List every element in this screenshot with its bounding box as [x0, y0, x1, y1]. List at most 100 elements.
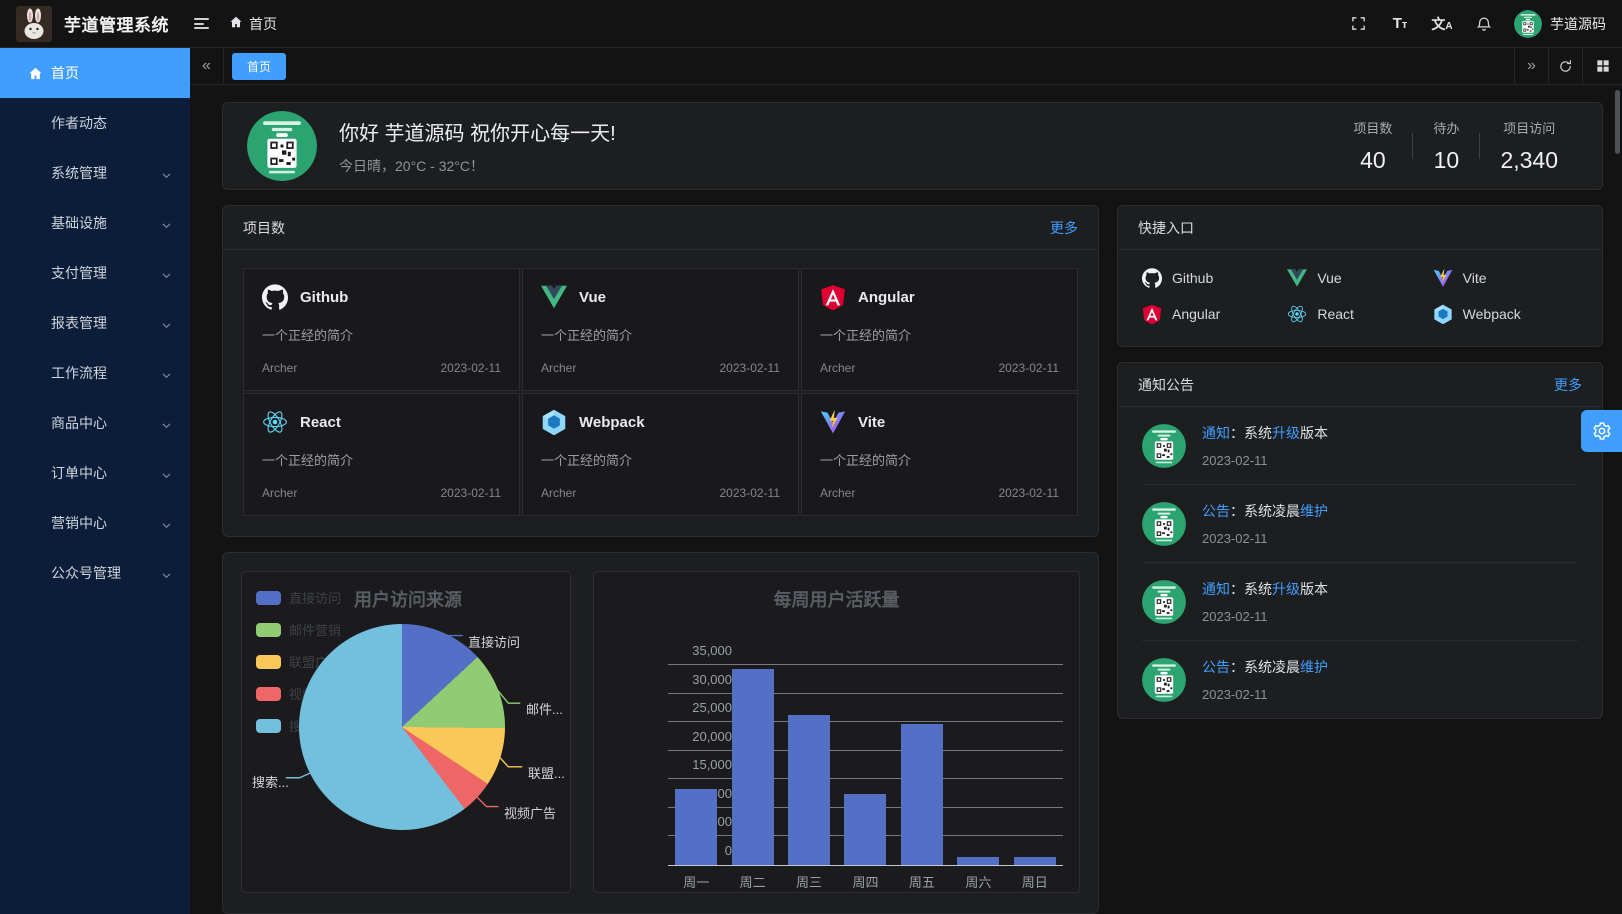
x-axis-tick-label: 周日: [1021, 875, 1048, 890]
notices-card: 通知公告 更多 通知：系统升级版本 2023-02-11 公告：系统凌晨维护 2023…: [1117, 362, 1603, 719]
menu-fold-icon[interactable]: [183, 6, 219, 42]
shortcut-github[interactable]: Github: [1142, 268, 1287, 288]
notice-body: 通知：系统升级版本 2023-02-11: [1202, 579, 1328, 624]
project-footer: Archer 2023-02-11: [541, 361, 780, 375]
welcome-stats: 项目数 40 待办 10 项目访问 2,340: [1333, 118, 1578, 174]
refresh-icon[interactable]: [1548, 48, 1582, 84]
chevron-down-icon: [161, 568, 172, 579]
chevron-down-icon: [161, 518, 172, 529]
theme-settings-button[interactable]: [1581, 410, 1622, 452]
x-axis-tick-label: 周一: [683, 875, 710, 890]
tabs-scroll-right-button[interactable]: »: [1514, 48, 1548, 84]
project-card-angular[interactable]: Angular 一个正经的简介 Archer 2023-02-11: [801, 268, 1078, 391]
fullscreen-icon[interactable]: [1340, 6, 1376, 42]
react-icon: [1287, 304, 1307, 324]
bar-slot: [1007, 857, 1063, 865]
project-date: 2023-02-11: [719, 486, 781, 500]
tabs-scroll-left-button[interactable]: «: [190, 48, 224, 84]
project-desc: 一个正经的简介: [262, 453, 354, 468]
locale-icon[interactable]: 文A: [1431, 15, 1453, 32]
project-desc: 一个正经的简介: [820, 328, 912, 343]
shortcut-vue[interactable]: Vue: [1287, 268, 1432, 288]
greeting-text: 你好 芋道源码 祝你开心每一天!: [339, 122, 616, 145]
projects-more-link[interactable]: 更多: [1050, 219, 1078, 236]
shortcut-vite[interactable]: Vite: [1433, 268, 1578, 288]
legend-swatch: [256, 590, 281, 605]
sidebar-item-3[interactable]: 基础设施: [0, 198, 190, 248]
vertical-scrollbar[interactable]: [1615, 90, 1620, 154]
project-name: React: [300, 413, 341, 431]
sidebar-item-label: 营销中心: [51, 515, 107, 531]
user-menu[interactable]: 芋道源码: [1514, 9, 1606, 38]
font-size-icon[interactable]: Tт: [1392, 15, 1408, 32]
sidebar-item-5[interactable]: 报表管理: [0, 298, 190, 348]
pie-graphic: [299, 624, 505, 830]
x-axis-tick-label: 周六: [965, 875, 992, 890]
sidebar-item-home[interactable]: 首页: [0, 48, 190, 98]
grid-layout-icon[interactable]: [1582, 48, 1622, 84]
project-card-webpack[interactable]: Webpack 一个正经的简介 Archer 2023-02-11: [522, 393, 799, 516]
legend-swatch: [256, 686, 281, 701]
sidebar-item-1[interactable]: 作者动态: [0, 98, 190, 148]
react-icon: [262, 409, 288, 435]
sidebar-item-label: 支付管理: [51, 265, 107, 281]
chevron-down-icon: [161, 468, 172, 479]
project-date: 2023-02-11: [998, 361, 1060, 375]
legend-swatch: [256, 622, 281, 637]
legend-item-邮件营销[interactable]: 邮件营销: [256, 620, 341, 639]
webpack-icon: [1433, 304, 1453, 324]
breadcrumb-label: 首页: [249, 15, 277, 32]
notice-title[interactable]: 公告：系统凌晨维护: [1202, 503, 1328, 519]
bell-icon[interactable]: [1466, 6, 1502, 42]
fullscreen-icon: [1350, 15, 1367, 32]
x-axis-labels: 周一 周二 周三 周四 周五 周六 周日: [668, 872, 1063, 891]
shortcut-webpack[interactable]: Webpack: [1433, 304, 1578, 324]
project-author: Archer: [541, 361, 577, 375]
notice-date: 2023-02-11: [1202, 531, 1268, 546]
stat-value: 2,340: [1500, 147, 1558, 173]
notice-title[interactable]: 通知：系统升级版本: [1202, 581, 1328, 597]
tab-首页[interactable]: 首页: [232, 52, 287, 80]
tabbar: « 首页 »: [190, 48, 1622, 85]
notices-more-link[interactable]: 更多: [1554, 376, 1582, 393]
vue-icon: [1287, 268, 1308, 288]
sidebar-item-2[interactable]: 系统管理: [0, 148, 190, 198]
x-axis-tick-label: 周三: [796, 875, 823, 890]
project-footer: Archer 2023-02-11: [262, 361, 501, 375]
chevron-down-icon: [161, 168, 172, 179]
notice-title[interactable]: 公告：系统凌晨维护: [1202, 659, 1328, 675]
sidebar-item-10[interactable]: 公众号管理: [0, 548, 190, 598]
sidebar-item-7[interactable]: 商品中心: [0, 398, 190, 448]
project-card-react[interactable]: React 一个正经的简介 Archer 2023-02-11: [243, 393, 520, 516]
shortcut-react[interactable]: React: [1287, 304, 1432, 324]
refresh-icon: [1558, 59, 1573, 74]
project-card-vite[interactable]: Vite 一个正经的简介 Archer 2023-02-11: [801, 393, 1078, 516]
shortcut-label: Angular: [1172, 306, 1221, 322]
github-icon: [262, 284, 288, 310]
bar-slot: [894, 723, 950, 865]
stat-divider: [1479, 133, 1481, 159]
sidebar-item-9[interactable]: 营销中心: [0, 498, 190, 548]
notices-card-title: 通知公告: [1138, 376, 1194, 393]
project-name: Angular: [858, 288, 915, 306]
project-name: Vite: [858, 413, 886, 431]
project-card-github[interactable]: Github 一个正经的简介 Archer 2023-02-11: [243, 268, 520, 391]
project-author: Archer: [262, 486, 298, 500]
shortcut-angular[interactable]: Angular: [1142, 304, 1287, 324]
notice-item: 公告：系统凌晨维护 2023-02-11: [1142, 641, 1578, 718]
stat-2: 项目访问 2,340: [1480, 118, 1578, 174]
bar-周四: [844, 793, 887, 865]
stat-label: 待办: [1433, 121, 1460, 136]
notice-date: 2023-02-11: [1202, 687, 1268, 702]
sidebar-item-8[interactable]: 订单中心: [0, 448, 190, 498]
gridline: [668, 721, 1063, 723]
breadcrumb[interactable]: 首页: [229, 14, 277, 34]
notice-title[interactable]: 通知：系统升级版本: [1202, 425, 1328, 441]
project-date: 2023-02-11: [719, 361, 781, 375]
sidebar-item-4[interactable]: 支付管理: [0, 248, 190, 298]
sidebar-item-6[interactable]: 工作流程: [0, 348, 190, 398]
legend-label: 邮件营销: [289, 623, 342, 638]
legend-item-直接访问[interactable]: 直接访问: [256, 588, 341, 607]
shortcut-label: Webpack: [1462, 306, 1521, 322]
project-card-vue[interactable]: Vue 一个正经的简介 Archer 2023-02-11: [522, 268, 799, 391]
